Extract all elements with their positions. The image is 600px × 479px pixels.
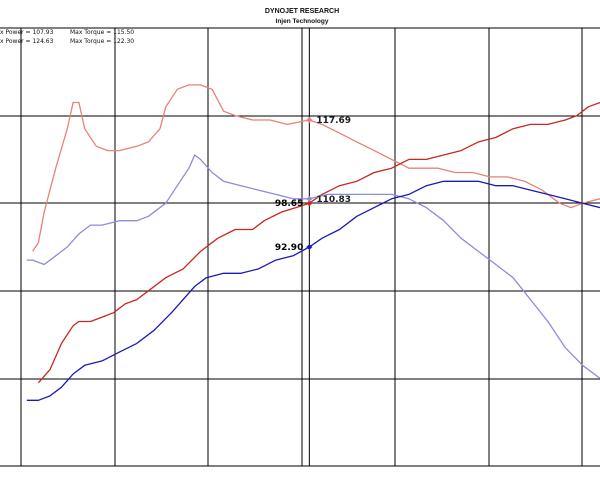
- value-label-torque_run1: 110.83: [316, 195, 351, 205]
- chart-subtitle: Injen Technology: [276, 18, 329, 25]
- series-line-torque_run2: [32, 84, 600, 252]
- marker-power_run2: [306, 200, 313, 207]
- value-label-power_run2: 98.65: [275, 199, 303, 209]
- marker-torque_run1: [306, 195, 313, 202]
- legend-torque-run2: Max Torque = 122.30: [70, 38, 134, 45]
- marker-torque_run2: [306, 116, 313, 123]
- legend-power-run2: x Power = 124.63: [0, 38, 54, 45]
- series-line-power_run1: [26, 180, 600, 401]
- value-label-power_run1: 92.90: [275, 243, 303, 253]
- marker-group: 98.65 92.90 117.69 110.83: [275, 116, 351, 253]
- series-group: [26, 84, 600, 401]
- legend-power-run1: x Power = 107.93: [0, 29, 54, 36]
- marker-power_run1: [306, 244, 313, 250]
- chart-title: DYNOJET RESEARCH: [265, 8, 339, 15]
- series-line-torque_run1: [26, 154, 600, 379]
- series-line-power_run2: [37, 101, 600, 384]
- legend-torque-run1: Max Torque = 115.50: [70, 29, 134, 36]
- legend: x Power = 107.93 Max Torque = 115.50 x P…: [0, 29, 134, 45]
- value-label-torque_run2: 117.69: [316, 116, 351, 126]
